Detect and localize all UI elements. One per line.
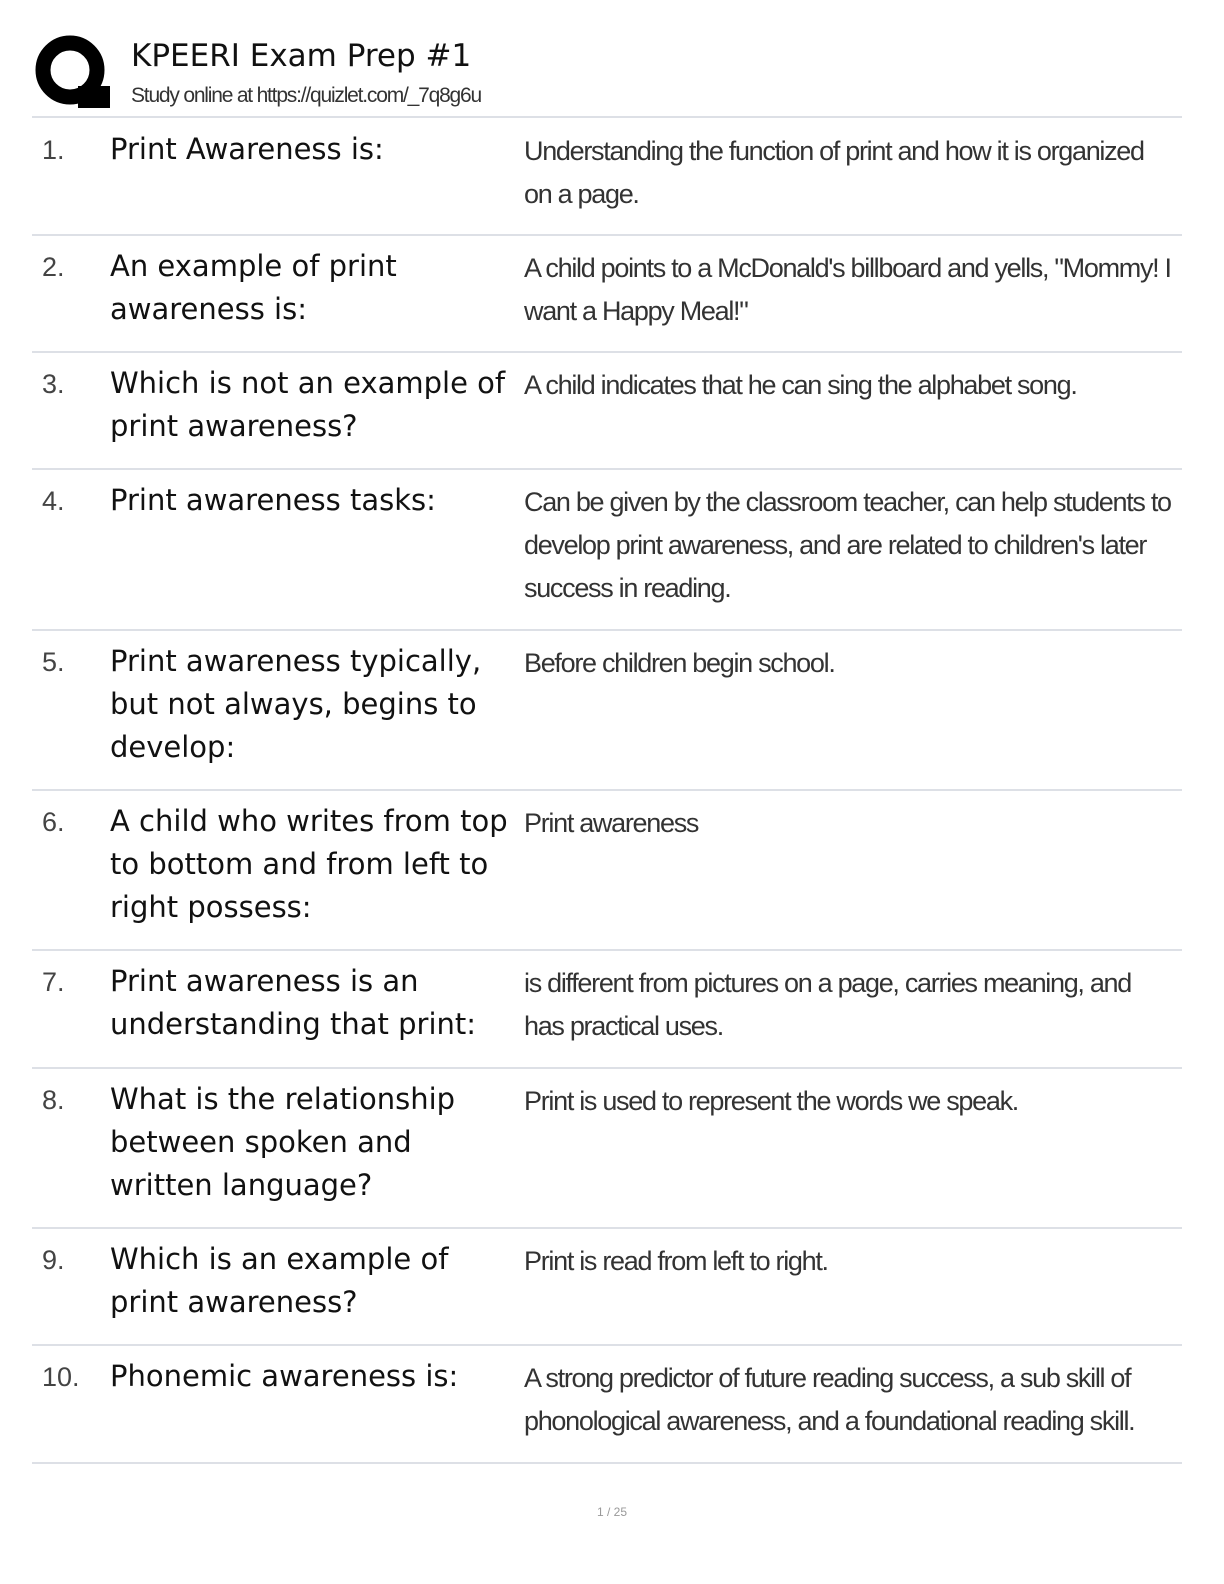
divider [32,234,1182,236]
card-term: Phonemic awareness is: [110,1359,459,1393]
card-definition: A child indicates that he can sing the a… [524,370,1078,400]
flashcard-row: 4. Print awareness tasks: Can be given by … [32,469,1182,630]
card-term: Print awareness is an understanding that… [110,964,477,1041]
card-number: 5. [42,647,65,677]
card-term: Print awareness tasks: [110,483,436,517]
study-online-link[interactable]: Study online at https://quizlet.com/_7q8… [131,84,482,107]
card-definition: A strong predictor of future reading suc… [524,1363,1136,1436]
card-definition: Understanding the function of print and … [524,136,1145,209]
card-definition: Print is used to represent the words we … [524,1086,1019,1116]
card-definition: Print is read from left to right. [524,1246,829,1276]
card-definition: Can be given by the classroom teacher, c… [524,487,1172,603]
divider [32,1344,1182,1346]
card-term: Print awareness typically, but not alway… [110,644,482,764]
card-definition: is different from pictures on a page, ca… [524,968,1132,1041]
card-number: 2. [42,252,65,282]
card-definition: Print awareness [524,808,699,838]
flashcard-row: 1. Print Awareness is: Understanding the f… [32,118,1182,235]
card-term: A child who writes from top to bottom an… [110,804,508,924]
card-number: 10. [42,1362,80,1392]
card-number: 1. [42,135,65,165]
divider [32,468,1182,470]
card-term: Print Awareness is: [110,132,384,166]
divider [32,1462,1182,1464]
header: KPEERI Exam Prep #1 Study online at http… [34,34,1182,116]
divider [32,351,1182,353]
flashcard-row: 8. What is the relationship between spoke… [32,1068,1182,1228]
flashcard-row: 9. Which is an example of print awareness… [32,1228,1182,1345]
card-term: Which is an example of print awareness? [110,1242,449,1319]
card-number: 9. [42,1245,65,1275]
card-definition: A child points to a McDonald's billboard… [524,253,1172,326]
divider [32,1227,1182,1229]
card-term: An example of print awareness is: [110,249,397,326]
card-definition: Before children begin school. [524,648,836,678]
card-number: 8. [42,1085,65,1115]
flashcard-row: 3. Which is not an example of print aware… [32,352,1182,469]
flashcard-row: 7. Print awareness is an understanding th… [32,950,1182,1068]
card-term: What is the relationship between spoken … [110,1082,456,1202]
flashcard-row: 5. Print awareness typically, but not alw… [32,630,1182,790]
quizlet-logo-icon [35,35,110,108]
page-title: KPEERI Exam Prep #1 [131,38,472,74]
flashcard-row: 10. Phonemic awareness is: A strong predic… [32,1345,1182,1463]
divider [32,1067,1182,1069]
card-term: Which is not an example of print awarene… [110,366,506,443]
divider [32,629,1182,631]
card-number: 3. [42,369,65,399]
divider [32,789,1182,791]
flashcard-row: 6. A child who writes from top to bottom … [32,790,1182,950]
card-number: 6. [42,807,65,837]
divider [32,949,1182,951]
divider [32,116,1182,118]
page-number: 1 / 25 [596,1505,628,1519]
card-number: 4. [42,486,65,516]
card-number: 7. [42,967,65,997]
flashcard-row: 2. An example of print awareness is: A chi… [32,235,1182,352]
